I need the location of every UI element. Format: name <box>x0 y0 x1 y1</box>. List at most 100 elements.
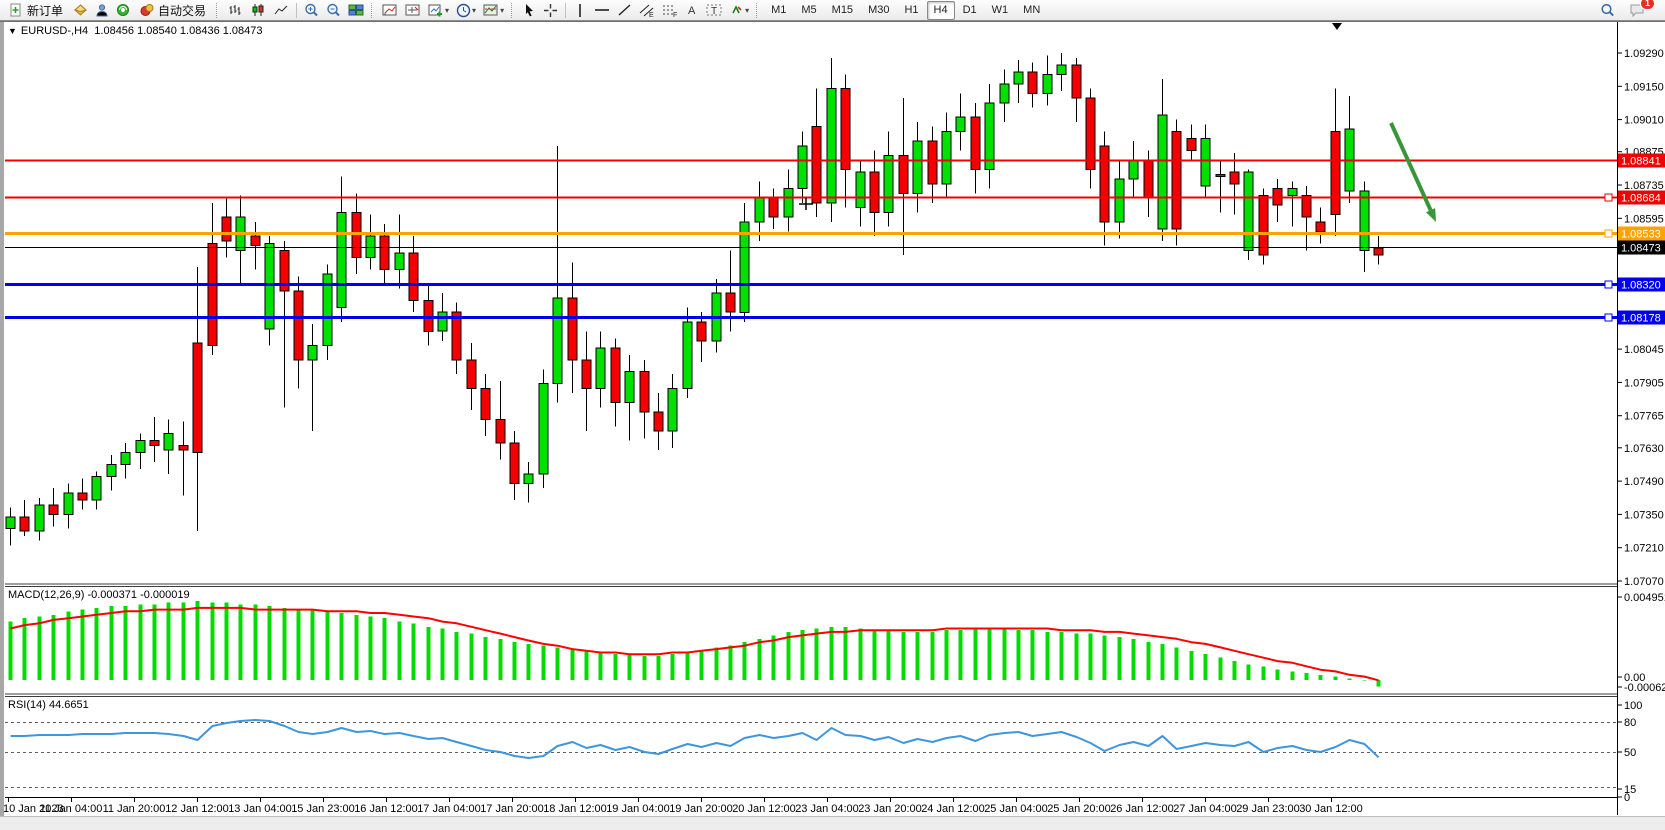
svg-text:1.07765: 1.07765 <box>1624 411 1664 423</box>
community-button[interactable] <box>92 1 112 19</box>
svg-text:1.07350: 1.07350 <box>1624 509 1664 521</box>
new-order-label: 新订单 <box>27 3 64 18</box>
horizontal-line-tool-button[interactable] <box>591 1 613 19</box>
line-handle[interactable] <box>1604 193 1613 202</box>
price-level-badge: 1.08841 <box>1618 153 1665 168</box>
toolbar: 新订单 自动交易 <box>0 0 1665 21</box>
tile-windows-icon <box>348 3 364 17</box>
svg-text:1.08533: 1.08533 <box>1621 229 1661 241</box>
svg-text:1.09010: 1.09010 <box>1624 115 1664 127</box>
svg-text:25 Jan 20:00: 25 Jan 20:00 <box>1047 803 1111 815</box>
svg-text:11 Jan 20:00: 11 Jan 20:00 <box>103 803 166 815</box>
channel-tool-button[interactable]: E <box>636 1 658 19</box>
object-handle-cross[interactable] <box>799 198 813 210</box>
svg-text:-0.000625: -0.000625 <box>1624 682 1665 694</box>
fibonacci-icon: F <box>662 3 678 18</box>
svg-text:23 Jan 20:00: 23 Jan 20:00 <box>858 803 922 815</box>
line-handle[interactable] <box>1604 229 1613 238</box>
zoom-out-icon <box>326 3 341 18</box>
tf-W1[interactable]: W1 <box>991 3 1009 16</box>
tf-H1[interactable]: H1 <box>904 3 919 16</box>
cursor-tool-button[interactable] <box>519 1 539 19</box>
toolbar-grip <box>371 2 375 18</box>
tf-H4[interactable]: H4 <box>926 0 955 20</box>
data-window-button[interactable] <box>379 1 401 19</box>
chart-menu-arrow-icon[interactable]: ▼ <box>8 26 17 36</box>
price-level-badge: 1.08178 <box>1618 310 1665 325</box>
svg-text:17 Jan 04:00: 17 Jan 04:00 <box>417 803 481 815</box>
period-button[interactable]: ▾ <box>453 1 479 19</box>
auto-trading-icon <box>140 3 154 17</box>
symbol-ohlc: 1.08456 1.08540 1.08436 1.08473 <box>94 25 263 37</box>
toolbar-separator <box>565 2 567 18</box>
svg-text:1.07070: 1.07070 <box>1624 576 1664 588</box>
text-label-tool-button[interactable]: T <box>703 1 725 19</box>
crosshair-tool-button[interactable] <box>540 1 561 19</box>
signal-button[interactable] <box>113 1 133 19</box>
svg-text:1.08045: 1.08045 <box>1624 344 1664 356</box>
fibonacci-tool-button[interactable]: F <box>659 1 681 19</box>
arrows-tool-button[interactable]: ▾ <box>726 1 752 19</box>
signal-icon <box>116 3 130 17</box>
bar-chart-button[interactable] <box>224 1 246 19</box>
add-indicator-button[interactable]: ▾ <box>425 1 452 19</box>
svg-text:23 Jan 04:00: 23 Jan 04:00 <box>795 803 859 815</box>
toolbar-grip <box>756 2 760 18</box>
price-level-badge: 1.08684 <box>1618 190 1665 205</box>
tf-M15[interactable]: M15 <box>831 3 854 16</box>
svg-text:100: 100 <box>1624 700 1642 712</box>
search-icon <box>1601 3 1614 16</box>
tf-M5[interactable]: M5 <box>801 3 817 16</box>
macd-histogram <box>8 601 1381 687</box>
zoom-out-button[interactable] <box>323 1 344 19</box>
tf-M30[interactable]: M30 <box>868 3 890 16</box>
search-button[interactable] <box>1597 1 1618 19</box>
trendline-tool-button[interactable] <box>614 1 635 19</box>
line-chart-button[interactable] <box>270 1 292 19</box>
zoom-in-icon <box>304 3 319 18</box>
tf-M1[interactable]: M1 <box>771 3 787 16</box>
rsi-pane-label: RSI(14) 44.6651 <box>8 699 89 711</box>
svg-text:1.07905: 1.07905 <box>1624 377 1664 389</box>
svg-text:1.09150: 1.09150 <box>1624 81 1664 93</box>
price-level-badge: 1.08320 <box>1618 277 1665 292</box>
cursor-icon <box>522 3 536 18</box>
svg-text:15 Jan 23:00: 15 Jan 23:00 <box>291 803 355 815</box>
auto-trading-button[interactable]: 自动交易 <box>134 1 212 19</box>
macd-signal-line <box>10 606 1379 682</box>
rsi-line <box>10 719 1380 759</box>
new-order-icon <box>9 3 23 17</box>
notifications-button[interactable]: 1 <box>1626 0 1655 19</box>
text-icon: A <box>686 3 699 17</box>
candlestick-chart-button[interactable] <box>247 1 269 19</box>
gold-box-icon <box>73 3 88 17</box>
vertical-line-icon <box>574 3 586 18</box>
template-button[interactable]: ▾ <box>480 1 507 19</box>
svg-text:24 Jan 12:00: 24 Jan 12:00 <box>921 803 985 815</box>
svg-text:1.08841: 1.08841 <box>1621 156 1661 168</box>
vertical-line-tool-button[interactable] <box>570 1 590 19</box>
bar-chart-icon <box>227 3 243 17</box>
zoom-in-button[interactable] <box>301 1 322 19</box>
svg-text:1.07630: 1.07630 <box>1624 443 1664 455</box>
trend-arrow[interactable] <box>1389 122 1436 222</box>
market-watch-button[interactable] <box>70 1 91 19</box>
line-handle[interactable] <box>1604 280 1613 289</box>
tile-windows-button[interactable] <box>345 1 367 19</box>
new-order-button[interactable]: 新订单 <box>3 1 69 19</box>
text-tool-button[interactable]: A <box>682 1 702 19</box>
strategy-tester-button[interactable] <box>402 1 424 19</box>
chart-shift-marker[interactable] <box>1332 23 1342 30</box>
candlestick-chart-icon <box>250 3 266 17</box>
add-indicator-icon <box>428 3 444 17</box>
horizontal-line-icon <box>594 3 610 17</box>
line-chart-icon <box>273 3 289 17</box>
svg-text:1.07210: 1.07210 <box>1624 543 1664 555</box>
svg-text:18 Jan 12:00: 18 Jan 12:00 <box>543 803 607 815</box>
line-handle[interactable] <box>1604 313 1613 322</box>
tf-MN[interactable]: MN <box>1023 3 1041 16</box>
tf-D1[interactable]: D1 <box>962 3 977 16</box>
